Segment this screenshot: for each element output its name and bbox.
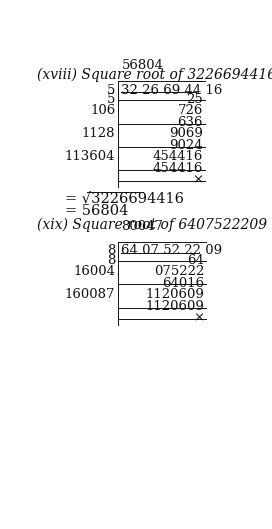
Text: 636: 636 — [177, 116, 203, 129]
Text: 1128: 1128 — [82, 127, 115, 140]
Text: 106: 106 — [90, 104, 115, 117]
Text: 56804: 56804 — [122, 59, 163, 72]
Text: 9069: 9069 — [169, 127, 203, 140]
Text: 1120609: 1120609 — [146, 288, 205, 302]
Text: 9024: 9024 — [169, 139, 203, 152]
Text: 64: 64 — [188, 254, 205, 267]
Text: 8: 8 — [107, 254, 115, 267]
Text: 5: 5 — [107, 84, 115, 96]
Text: 113604: 113604 — [65, 150, 115, 163]
Text: (xix) Square root of 6407522209: (xix) Square root of 6407522209 — [37, 217, 267, 232]
Text: 454416: 454416 — [153, 162, 203, 175]
Text: 16004: 16004 — [73, 265, 115, 278]
Text: ×: × — [192, 174, 203, 187]
Text: 80047: 80047 — [122, 220, 163, 233]
Text: 25: 25 — [186, 93, 203, 106]
Text: 64016: 64016 — [162, 277, 205, 290]
Text: ×: × — [193, 312, 205, 324]
Text: 32 26 69 44 16: 32 26 69 44 16 — [121, 84, 222, 96]
Text: (xviii) Square root of 3226694416: (xviii) Square root of 3226694416 — [37, 67, 272, 81]
Text: 8: 8 — [107, 244, 115, 258]
Text: 726: 726 — [178, 104, 203, 117]
Text: 64 07 52 22 09: 64 07 52 22 09 — [121, 244, 222, 258]
Text: 5: 5 — [107, 93, 115, 106]
Text: = 56804: = 56804 — [65, 204, 128, 217]
Text: 454416: 454416 — [153, 150, 203, 163]
Text: = √3226694416: = √3226694416 — [65, 191, 184, 205]
Text: 160087: 160087 — [65, 288, 115, 302]
Text: 075222: 075222 — [154, 265, 205, 278]
Text: 1120609: 1120609 — [146, 300, 205, 313]
